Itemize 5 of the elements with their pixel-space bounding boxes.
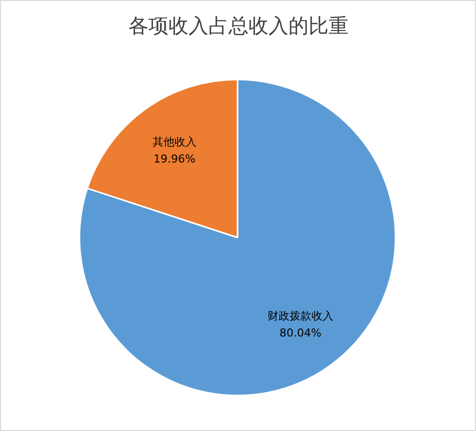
chart-title: 各项收入占总收入的比重 — [128, 14, 348, 38]
slice-label: 其他收入 — [152, 136, 196, 149]
data-label: 80.04% — [280, 326, 322, 340]
slice-label: 财政拨款收入 — [268, 310, 334, 323]
data-label: 19.96% — [153, 152, 196, 166]
